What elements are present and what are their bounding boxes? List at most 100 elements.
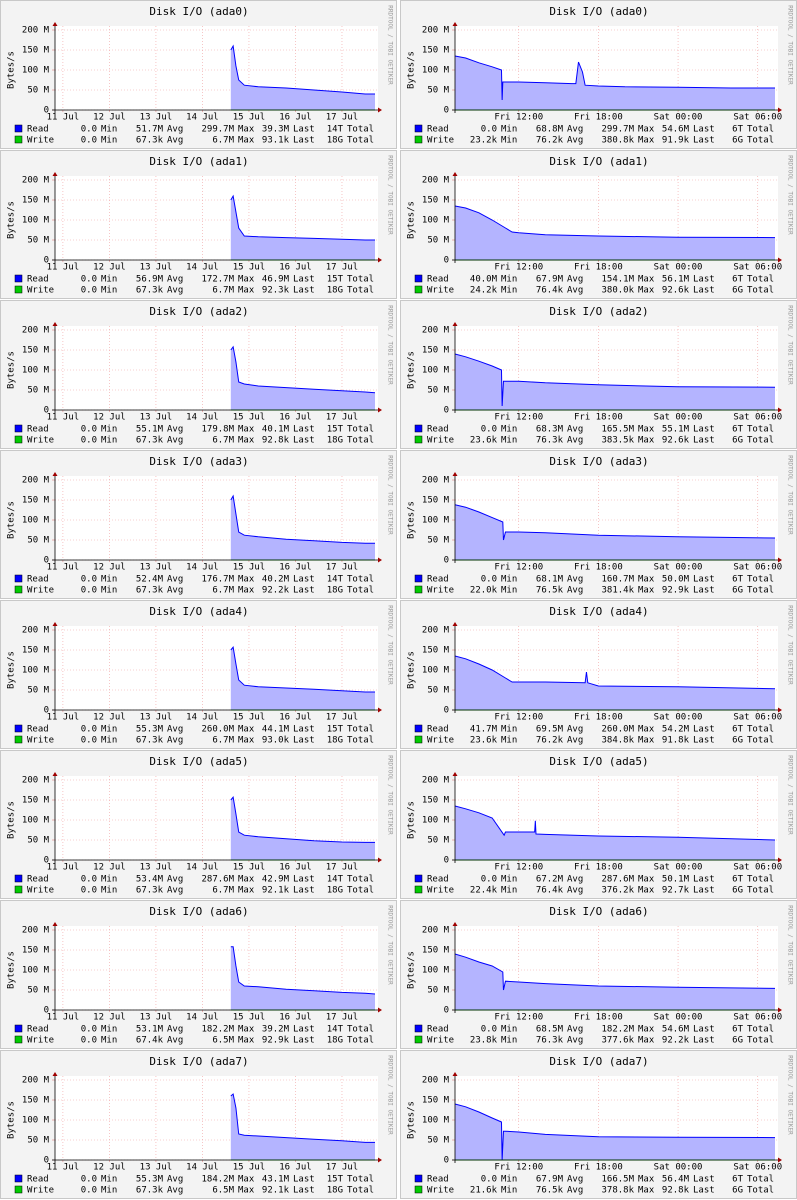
y-tick-label: 50 M xyxy=(427,986,449,996)
legend-stat-value: 6T xyxy=(732,575,743,585)
legend-stat-label: Max xyxy=(238,436,255,446)
legend-stat-label: Total xyxy=(747,1036,774,1046)
x-tick-label: Sat 06:00 xyxy=(733,563,782,573)
legend-stat-label: Total xyxy=(747,1175,774,1185)
x-tick-label: 11 Jul xyxy=(47,1163,80,1173)
legend-stat-value: 92.1k xyxy=(262,886,290,896)
legend-swatch xyxy=(414,724,423,733)
legend-stat-value: 92.3k xyxy=(262,286,290,296)
y-tick-label: 150 M xyxy=(422,1096,450,1106)
y-tick-label: 200 M xyxy=(22,926,50,936)
chart-title: Disk I/O (ada6) xyxy=(149,905,248,918)
legend-stat-label: Min xyxy=(101,1025,117,1035)
graph-panel: Disk I/O (ada1) Bytes/s RRDTOOL / TOBI OET… xyxy=(400,150,797,299)
legend-stat-value: 0.0 xyxy=(81,1036,97,1046)
legend-stat-value: 6T xyxy=(732,275,743,285)
legend-stat-value: 67.4k xyxy=(136,1036,164,1046)
y-tick-label: 100 M xyxy=(422,1116,450,1126)
legend-stat-label: Total xyxy=(347,1186,374,1196)
x-tick-label: 14 Jul xyxy=(186,413,219,423)
legend-stat-label: Last xyxy=(293,575,315,585)
x-tick-label: 11 Jul xyxy=(47,863,80,873)
legend-stat-value: 6T xyxy=(732,725,743,735)
legend-stat-label: Max xyxy=(638,136,655,146)
legend-stat-label: Total xyxy=(347,1036,374,1046)
legend-stat-label: Avg xyxy=(167,875,183,885)
y-tick-label: 0 xyxy=(44,856,49,866)
y-tick-label: 100 M xyxy=(422,966,450,976)
x-tick-label: 12 Jul xyxy=(93,413,126,423)
legend-stat-label: Min xyxy=(101,136,117,146)
chart-title: Disk I/O (ada0) xyxy=(149,5,248,18)
series-line xyxy=(454,504,776,541)
legend-stat-value: 172.7M xyxy=(201,275,234,285)
legend-stat-value: 377.6k xyxy=(601,1036,634,1046)
legend-stat-value: 67.3k xyxy=(136,286,164,296)
legend-stat-value: 76.4k xyxy=(536,286,564,296)
legend-stat-label: Max xyxy=(638,425,655,435)
legend-stat-value: 18G xyxy=(327,286,343,296)
legend-stat-value: 22.4k xyxy=(470,886,498,896)
y-tick-label: 150 M xyxy=(22,46,50,56)
y-tick-label: 200 M xyxy=(422,326,450,336)
series-line xyxy=(230,1093,375,1143)
y-axis-arrow xyxy=(452,472,458,476)
legend-stat-label: Max xyxy=(238,1186,255,1196)
legend-stat-label: Min xyxy=(501,1186,517,1196)
legend-stat-value: 91.8k xyxy=(662,736,690,746)
legend-stat-label: Max xyxy=(238,586,255,596)
legend-swatch xyxy=(14,874,23,883)
legend-stat-label: Last xyxy=(293,436,315,446)
x-axis-arrow xyxy=(378,857,382,863)
legend-label: Write xyxy=(27,1036,54,1046)
legend-stat-label: Avg xyxy=(167,1036,183,1046)
legend-label: Write xyxy=(427,736,454,746)
legend-swatch xyxy=(14,274,23,283)
y-tick-label: 0 xyxy=(444,106,449,116)
chart-title: Disk I/O (ada0) xyxy=(549,5,648,18)
x-tick-label: Fri 18:00 xyxy=(574,1013,623,1023)
legend-stat-value: 0.0 xyxy=(481,1025,497,1035)
x-tick-label: 14 Jul xyxy=(186,863,219,873)
legend-stat-label: Max xyxy=(238,575,255,585)
legend-swatch xyxy=(14,724,23,733)
legend-stat-label: Total xyxy=(747,425,774,435)
x-tick-label: Fri 18:00 xyxy=(574,1163,623,1173)
legend-swatch xyxy=(14,1185,23,1194)
legend-stat-value: 24.2k xyxy=(470,286,498,296)
series-line xyxy=(454,1103,776,1161)
legend-swatch xyxy=(14,1174,23,1183)
watermark: RRDTOOL / TOBI OETIKER xyxy=(387,905,394,985)
y-tick-label: 100 M xyxy=(422,516,450,526)
legend-stat-label: Last xyxy=(293,125,315,135)
area-fill xyxy=(230,946,375,1010)
legend-stat-value: 40.2M xyxy=(262,575,290,585)
legend-stat-label: Min xyxy=(501,586,517,596)
series-line xyxy=(230,345,376,394)
legend-swatch xyxy=(14,135,23,144)
y-axis-label: Bytes/s xyxy=(7,351,17,389)
x-tick-label: 17 Jul xyxy=(326,563,359,573)
legend-stat-label: Max xyxy=(238,125,255,135)
series-line xyxy=(454,655,776,690)
legend-stat-label: Min xyxy=(501,875,517,885)
legend-label: Write xyxy=(427,586,454,596)
x-axis-arrow xyxy=(378,707,382,713)
y-tick-label: 150 M xyxy=(422,346,450,356)
x-tick-label: Sat 06:00 xyxy=(733,1163,782,1173)
legend-swatch xyxy=(414,1024,423,1033)
watermark: RRDTOOL / TOBI OETIKER xyxy=(787,755,794,835)
y-axis-arrow xyxy=(52,322,58,326)
legend-stat-value: 380.0k xyxy=(601,286,634,296)
y-axis-arrow xyxy=(452,322,458,326)
y-axis-label: Bytes/s xyxy=(7,501,17,539)
legend-stat-value: 92.8k xyxy=(262,436,290,446)
series-line xyxy=(230,194,375,241)
y-tick-label: 200 M xyxy=(22,326,50,336)
legend-stat-label: Max xyxy=(238,286,255,296)
legend-stat-value: 54.6M xyxy=(662,125,690,135)
legend-stat-label: Avg xyxy=(567,136,583,146)
legend-stat-value: 380.8k xyxy=(601,136,634,146)
x-tick-label: 16 Jul xyxy=(279,713,312,723)
